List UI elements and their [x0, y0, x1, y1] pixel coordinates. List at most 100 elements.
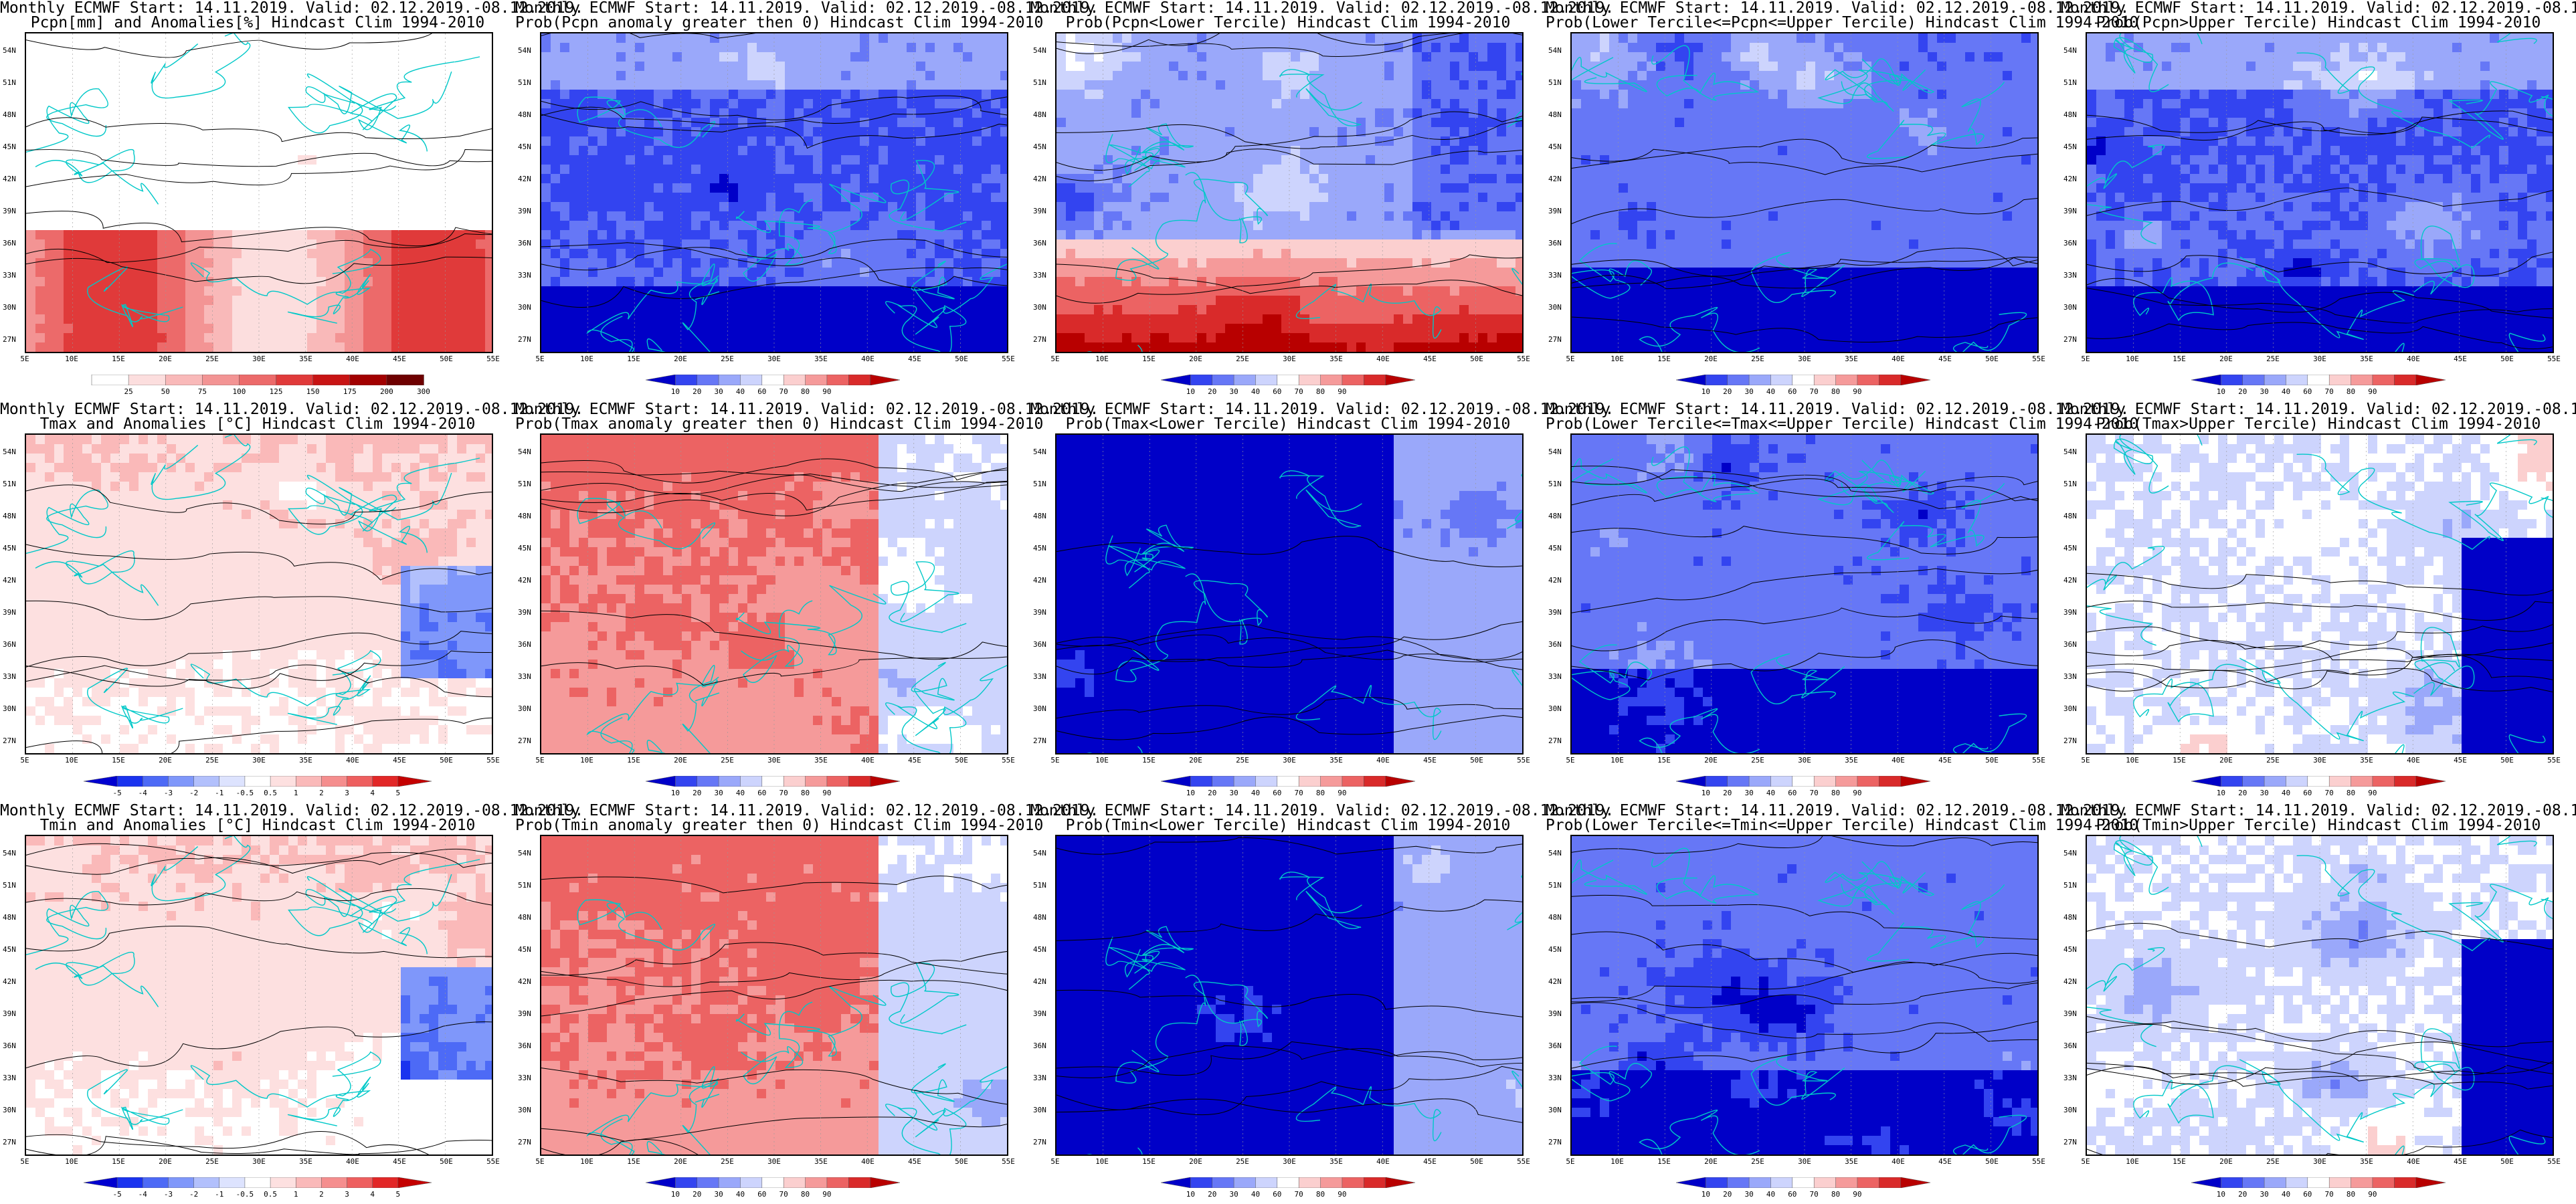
panel-title-variable: Prob(Pcpn anomaly greater then 0) Hindca…	[515, 15, 1043, 31]
longitude-label: 15E	[627, 1158, 640, 1166]
colorbar-swatch	[1813, 375, 1837, 385]
colorbar-swatch	[675, 375, 698, 385]
longitude-label: 55E	[1002, 1158, 1015, 1166]
panel-title-variable: Prob(Pcpn<Lower Tercile) Hindcast Clim 1…	[1030, 15, 1546, 31]
longitude-label: 10E	[2126, 757, 2139, 765]
colorbar-label: 1	[294, 789, 298, 797]
longitude-label: 5E	[2081, 355, 2090, 363]
forecast-map	[1570, 32, 2039, 353]
map-panel: Monthly ECMWF Start: 14.11.2019. Valid: …	[2061, 803, 2576, 1204]
colorbar-label: 20	[1723, 1191, 1732, 1199]
latitude-label: 27N	[2063, 1138, 2077, 1146]
colorbar-swatch	[2221, 776, 2243, 787]
latitude-label: 33N	[518, 272, 531, 280]
latitude-label: 36N	[2063, 641, 2077, 649]
latitude-label: 36N	[518, 239, 531, 247]
longitude-label: 40E	[1892, 1158, 1905, 1166]
longitude-label: 20E	[1189, 355, 1202, 363]
longitude-label: 35E	[1329, 757, 1343, 765]
longitude-label: 10E	[65, 757, 78, 765]
colorbar-label: 60	[2303, 388, 2312, 396]
colorbar-label: 70	[1295, 789, 1303, 797]
latitude-label: 27N	[518, 1138, 531, 1146]
longitude-label: 25E	[1236, 1158, 1249, 1166]
panel-title-variable: Prob(Tmin<Lower Tercile) Hindcast Clim 1…	[1030, 817, 1546, 833]
longitude-label: 15E	[112, 757, 125, 765]
colorbar-swatch	[805, 375, 828, 385]
panel-title-run: Monthly ECMWF Start: 14.11.2019. Valid: …	[1030, 803, 1614, 819]
longitude-label: 10E	[65, 1158, 78, 1166]
longitude-label: 30E	[2313, 757, 2326, 765]
latitude-label: 30N	[2063, 304, 2077, 312]
colorbar-swatch	[783, 1177, 806, 1188]
longitude-label: 35E	[2360, 355, 2373, 363]
colorbar-label: 80	[1316, 1191, 1325, 1199]
colorbar-label: 125	[270, 388, 283, 396]
colorbar-swatch	[2307, 375, 2330, 385]
colorbar-label: 10	[1186, 388, 1195, 396]
colorbar-label: -4	[139, 789, 147, 797]
latitude-label: 27N	[518, 737, 531, 745]
longitude-label: 25E	[1751, 355, 1764, 363]
longitude-label: 5E	[1566, 1158, 1574, 1166]
latitude-label: 51N	[1033, 480, 1046, 488]
colorbar-swatch	[1161, 375, 1191, 385]
panel-title-run: Monthly ECMWF Start: 14.11.2019. Valid: …	[1546, 401, 2129, 417]
colorbar-swatch	[2372, 776, 2395, 787]
longitude-label: 55E	[2032, 757, 2045, 765]
colorbar-label: 2	[319, 789, 324, 797]
colorbar-swatch	[1212, 375, 1234, 385]
colorbar-label: 40	[1766, 1191, 1775, 1199]
panel-title-variable: Prob(Pcpn>Upper Tercile) Hindcast Clim 1…	[2061, 15, 2576, 31]
panel-title-run: Monthly ECMWF Start: 14.11.2019. Valid: …	[1546, 803, 2129, 819]
longitude-label: 35E	[2360, 757, 2373, 765]
colorbar-swatch	[1342, 375, 1365, 385]
colorbar-swatch	[1190, 1177, 1213, 1188]
colorbar-swatch	[2415, 375, 2446, 385]
colorbar-swatch	[244, 776, 271, 787]
colorbar-swatch	[1900, 1177, 1930, 1188]
latitude-label: 45N	[3, 946, 16, 954]
colorbar-swatch	[1727, 375, 1750, 385]
colorbar-label: 20	[693, 388, 701, 396]
longitude-label: 35E	[299, 355, 312, 363]
colorbar-label: 10	[2217, 789, 2225, 797]
colorbar-swatch	[1190, 776, 1213, 787]
colorbar-swatch	[2328, 776, 2352, 787]
colorbar-label: 175	[343, 388, 357, 396]
latitude-label: 42N	[3, 175, 16, 183]
map-field	[26, 33, 492, 352]
latitude-label: 51N	[1548, 480, 1562, 488]
colorbar-swatch	[1385, 1177, 1415, 1188]
longitude-label: 45E	[1938, 355, 1952, 363]
panel-title-variable: Prob(Lower Tercile<=Tmin<=Upper Tercile)…	[1546, 817, 2138, 833]
colorbar-label: -5	[113, 1191, 122, 1199]
colorbar-label: 30	[1229, 789, 1238, 797]
colorbar-label: -3	[164, 1191, 173, 1199]
colorbar-swatch	[1342, 776, 1365, 787]
colorbar-label: 30	[1229, 388, 1238, 396]
latitude-label: 39N	[3, 207, 16, 215]
colorbar-label: 80	[2347, 388, 2355, 396]
panel-title-variable: Tmax and Anomalies [°C] Hindcast Clim 19…	[0, 416, 515, 432]
longitude-label: 5E	[20, 1158, 29, 1166]
latitude-label: 39N	[2063, 609, 2077, 617]
latitude-label: 48N	[2063, 111, 2077, 119]
colorbar-label: 200	[380, 388, 393, 396]
longitude-label: 35E	[1845, 757, 1858, 765]
colorbar-label: 5	[396, 789, 401, 797]
colorbar-label: 60	[1788, 789, 1797, 797]
longitude-label: 30E	[767, 757, 781, 765]
latitude-label: 42N	[518, 978, 531, 986]
colorbar-label: 20	[693, 789, 701, 797]
longitude-label: 35E	[1845, 1158, 1858, 1166]
longitude-label: 45E	[908, 1158, 921, 1166]
colorbar-label: 4	[370, 1191, 375, 1199]
latitude-label: 33N	[2063, 272, 2077, 280]
colorbar-label: 40	[1251, 789, 1260, 797]
colorbar-label: 20	[1723, 789, 1732, 797]
colorbar-swatch	[2394, 776, 2417, 787]
colorbar-swatch	[2242, 375, 2265, 385]
colorbar-label: 10	[1186, 789, 1195, 797]
panel-title-run: Monthly ECMWF Start: 14.11.2019. Valid: …	[1546, 0, 2129, 16]
